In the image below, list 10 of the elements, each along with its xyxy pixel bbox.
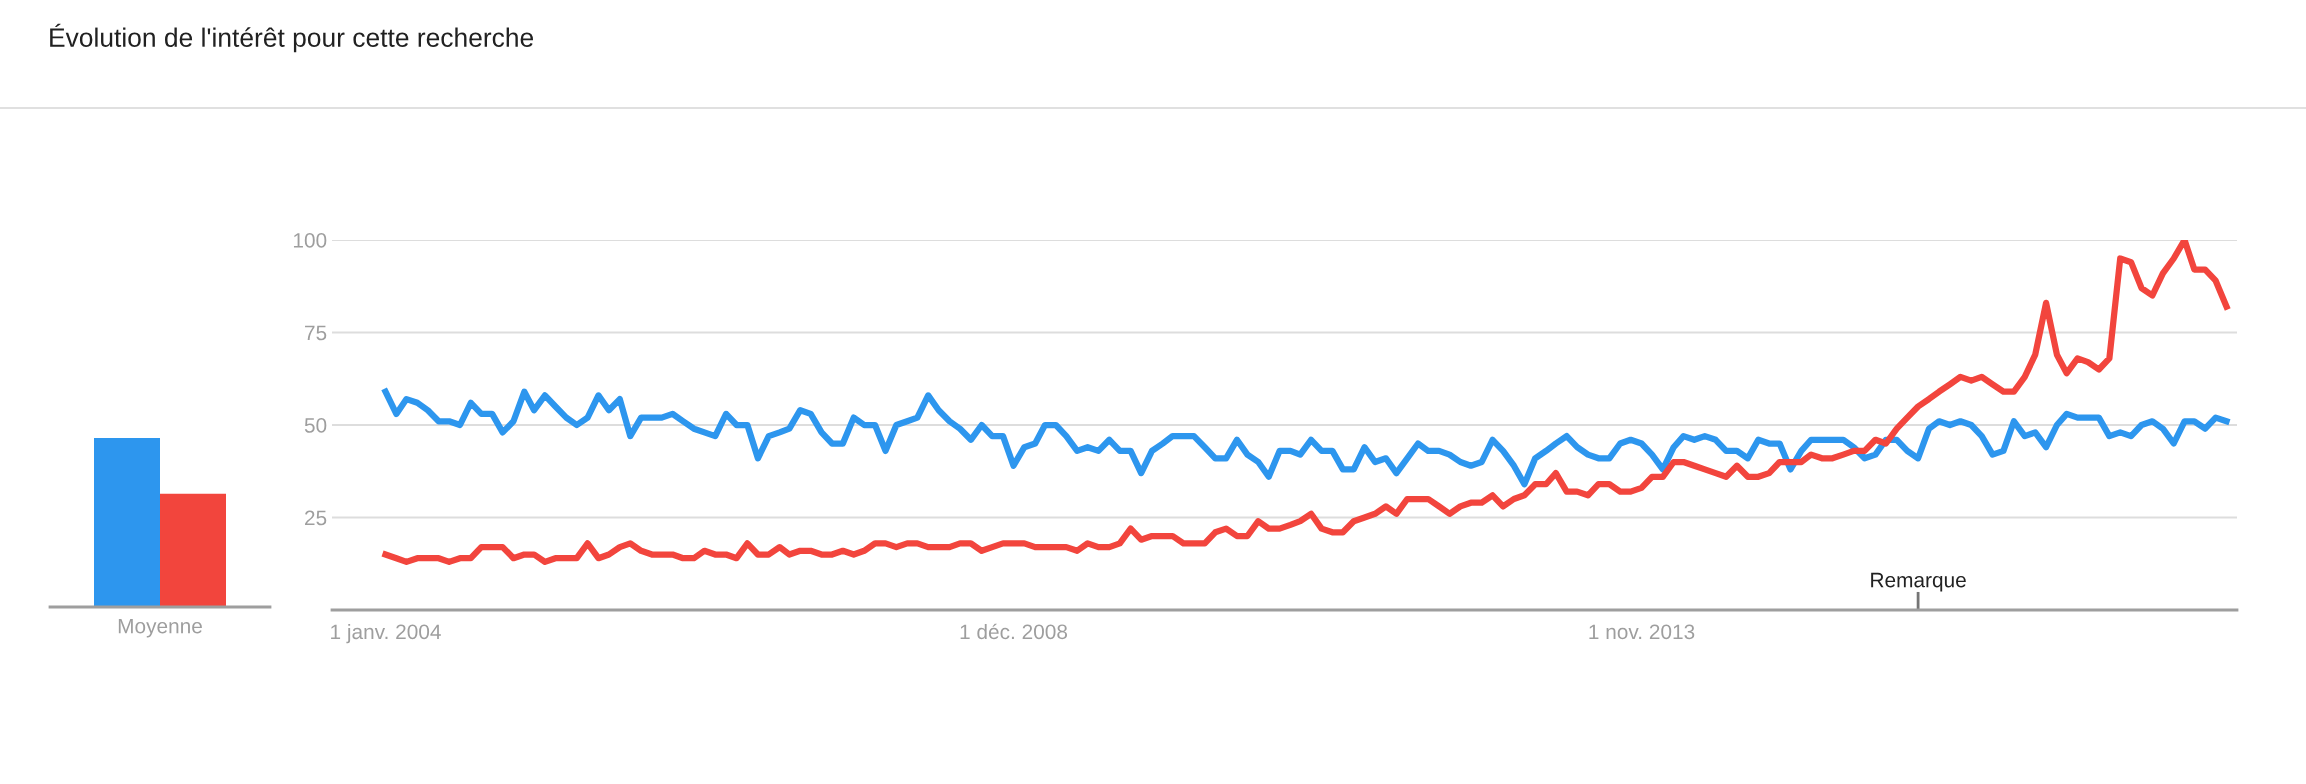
y-tick-label: 100 [293,233,327,248]
x-tick-label: 1 janv. 2004 [331,623,441,644]
y-tick-label: 50 [304,418,327,433]
y-tick-label: 25 [305,510,327,526]
x-tick-label: Moyenne [118,618,202,638]
y-tick-label: 75 [305,325,327,341]
ref-line-label: Remarque [1871,572,1966,592]
chart-title: Évolution de l'intérêt pour cette recherche [50,23,534,53]
x-tick-label: 1 déc. 2008 [960,623,1068,640]
x-tick-label: 1 nov. 2013 [1589,624,1695,640]
